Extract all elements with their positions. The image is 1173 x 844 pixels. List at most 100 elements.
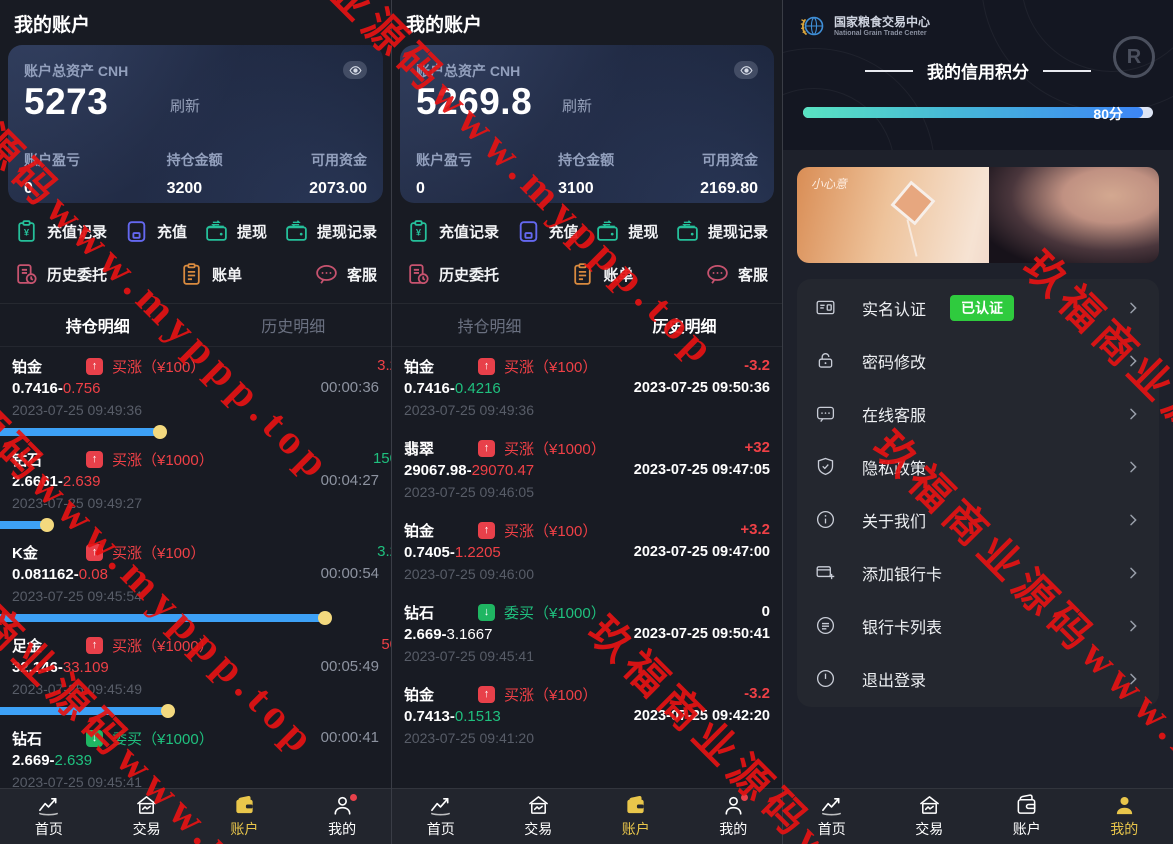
direction-label: 委买（¥1000） — [112, 730, 214, 748]
nav-mine[interactable]: 我的 — [685, 789, 783, 844]
trade-icon — [919, 796, 939, 814]
nav-account[interactable]: 账户 — [196, 789, 294, 844]
history-list-item[interactable]: 钻石 委买（¥1000） 2.669-3.1667 2023-07-25 09:… — [392, 593, 782, 675]
recharge-button[interactable]: 充值 — [124, 219, 187, 244]
withdraw-icon — [597, 220, 619, 241]
order-datetime: 2023-07-25 09:49:36 — [12, 401, 142, 418]
withdraw-button[interactable]: 提现 — [595, 219, 658, 244]
menu-item-real-name-auth[interactable]: 实名认证 已认证 — [797, 281, 1159, 334]
person-icon — [725, 796, 742, 815]
position-list-item[interactable]: 足金 买涨（¥1000） 32.146-33.109 2023-07-25 09… — [0, 626, 391, 719]
credit-score-value: 80分 — [1093, 106, 1123, 122]
recharge-record-button[interactable]: ¥ 充值记录 — [406, 219, 499, 244]
menu-item-add-bank-card[interactable]: 添加银行卡 — [797, 546, 1159, 599]
trade-icon — [528, 796, 548, 814]
stat-profit-loss: 账户盈亏 0 — [24, 152, 80, 197]
bottom-nav: 首页 交易 账户 我的 — [392, 788, 782, 844]
countdown-timer: 00:04:27 — [320, 472, 379, 489]
history-list-item[interactable]: 翡翠 买涨（¥1000） 29067.98-29070.47 2023-07-2… — [392, 429, 782, 511]
recharge-record-button[interactable]: ¥ 充值记录 — [14, 219, 107, 244]
recharge-button[interactable]: 充值 — [516, 219, 579, 244]
nav-mine[interactable]: 我的 — [1076, 789, 1173, 844]
total-asset-label: 账户总资产 CNH — [24, 63, 129, 79]
position-progress-bar — [0, 516, 391, 533]
current-price: 2.639 — [62, 472, 101, 490]
tab-positions[interactable]: 持仓明细 — [457, 319, 522, 336]
instrument-name: 钻石 — [404, 604, 435, 622]
verified-badge: 已认证 — [950, 294, 1015, 321]
menu-item-about-us[interactable]: 关于我们 — [797, 493, 1159, 546]
history-orders-button[interactable]: 历史委托 — [406, 262, 499, 287]
eye-toggle-icon[interactable] — [734, 61, 758, 79]
stat-available-funds: 可用资金 2169.80 — [700, 152, 758, 197]
withdraw-record-button[interactable]: 提现记录 — [675, 219, 768, 244]
progress-dot — [39, 518, 54, 532]
nav-trade[interactable]: 交易 — [881, 789, 979, 844]
direction-arrow-badge — [86, 450, 103, 468]
menu-item-logout[interactable]: 退出登录 — [797, 652, 1159, 705]
countdown-timer: 00:00:54 — [320, 565, 379, 582]
nav-trade[interactable]: 交易 — [490, 789, 588, 844]
position-list-item[interactable]: 铂金 买涨（¥100） 0.7416-0.756 2023-07-25 09:4… — [0, 347, 391, 440]
banner-chain-graphic — [906, 219, 918, 257]
withdraw-record-button[interactable]: 提现记录 — [284, 219, 377, 244]
chevron-right-icon — [1130, 302, 1137, 313]
nav-home[interactable]: 首页 — [783, 789, 881, 844]
service-icon — [707, 264, 728, 284]
menu-item-bank-card-list[interactable]: 银行卡列表 — [797, 599, 1159, 652]
history-list-item[interactable]: 铂金 买涨（¥100） 0.7405-1.2205 2023-07-25 09:… — [392, 511, 782, 593]
menu-item-online-service[interactable]: 在线客服 — [797, 387, 1159, 440]
instrument-name: 铂金 — [404, 522, 435, 540]
close-datetime: 2023-07-25 09:47:00 — [633, 544, 770, 560]
instrument-name: K金 — [12, 544, 38, 562]
bottom-nav: 首页 交易 账户 我的 — [783, 788, 1173, 844]
tab-history[interactable]: 历史明细 — [652, 319, 717, 336]
direction-arrow-badge — [478, 685, 495, 703]
info-icon — [816, 510, 835, 529]
countdown-timer: 00:00:41 — [320, 729, 379, 746]
close-price: 3.1667 — [446, 625, 493, 643]
nav-mine[interactable]: 我的 — [293, 789, 391, 844]
close-price: 0.4216 — [454, 379, 501, 397]
nav-account[interactable]: 账户 — [587, 789, 685, 844]
credit-score-title: 我的信用积分 — [927, 63, 1029, 82]
registered-mark-logo: R — [1113, 36, 1155, 78]
progress-dot — [153, 425, 168, 439]
position-list-item[interactable]: K金 买涨（¥100） 0.081162-0.08 2023-07-25 09:… — [0, 533, 391, 626]
bill-button[interactable]: 账单 — [570, 262, 634, 287]
instrument-name: 铂金 — [404, 686, 435, 704]
open-price: 2.669- — [404, 625, 447, 643]
close-price: 1.2205 — [454, 543, 501, 561]
service-button[interactable]: 客服 — [705, 262, 768, 287]
nav-account[interactable]: 账户 — [978, 789, 1076, 844]
refresh-button[interactable]: 刷新 — [562, 98, 593, 115]
bill-button[interactable]: 账单 — [179, 262, 242, 287]
refresh-button[interactable]: 刷新 — [170, 98, 201, 115]
menu-item-privacy-policy[interactable]: 隐私政策 — [797, 440, 1159, 493]
current-price: 33.109 — [62, 658, 109, 676]
history-list-item[interactable]: 铂金 买涨（¥100） 0.7413-0.1513 2023-07-25 09:… — [392, 675, 782, 757]
menu-item-change-password[interactable]: 密码修改 — [797, 334, 1159, 387]
current-price: 0.08 — [78, 565, 108, 583]
open-price: 0.7416- — [404, 379, 455, 397]
nav-home[interactable]: 首页 — [392, 789, 490, 844]
wallet-icon — [627, 795, 644, 814]
nav-trade[interactable]: 交易 — [98, 789, 196, 844]
tab-positions[interactable]: 持仓明细 — [65, 319, 130, 336]
quick-actions: ¥ 充值记录 充值 提现 提现记录 历史 — [0, 203, 391, 287]
service-button[interactable]: 客服 — [314, 262, 377, 287]
banner-image[interactable]: 小心意 — [797, 167, 1159, 263]
eye-toggle-icon[interactable] — [343, 61, 367, 79]
position-list-item[interactable]: 钻石 买涨（¥1000） 2.6661-2.639 2023-07-25 09:… — [0, 440, 391, 533]
detail-tabs: 持仓明细 历史明细 — [0, 303, 391, 347]
history-orders-button[interactable]: 历史委托 — [14, 262, 107, 287]
brand-logo: 国家粮食交易中心 National Grain Trade Center — [783, 0, 1173, 40]
history-list-item[interactable]: 铂金 买涨（¥100） 0.7416-0.4216 2023-07-25 09:… — [392, 347, 782, 429]
tab-history[interactable]: 历史明细 — [261, 319, 326, 336]
withdraw-button[interactable]: 提现 — [204, 219, 267, 244]
nav-home[interactable]: 首页 — [0, 789, 98, 844]
progress-fill — [0, 425, 168, 439]
direction-arrow-badge — [478, 521, 495, 539]
profit-value: -3.2 — [744, 685, 770, 702]
countdown-timer: 00:00:36 — [320, 379, 379, 396]
